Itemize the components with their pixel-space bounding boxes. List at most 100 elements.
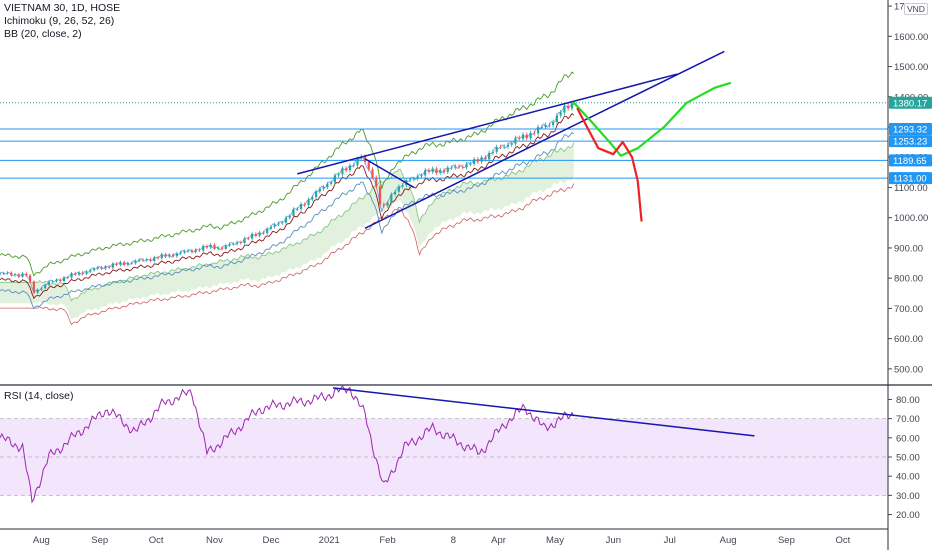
candle-body: [326, 183, 329, 188]
candle-body: [47, 281, 51, 285]
ichimoku-legend[interactable]: Ichimoku (9, 26, 52, 26): [4, 15, 115, 27]
currency-badge[interactable]: VND: [904, 3, 928, 15]
level-price-tag: 1293.32: [893, 125, 927, 136]
candle-body: [85, 271, 88, 274]
candle-body: [378, 186, 382, 205]
price-tick-label: 1100.00: [894, 183, 928, 194]
candle-body: [235, 242, 239, 244]
candle-body: [111, 263, 114, 268]
candle-body: [254, 233, 257, 236]
rsi-tick-label: 70.00: [896, 414, 920, 425]
rsi-axis[interactable]: 80.00 70.00 60.00 50.00 40.00 30.00 20.00: [888, 395, 920, 521]
candle-body: [10, 272, 13, 276]
candle-body: [269, 226, 273, 229]
candle-body: [66, 277, 69, 279]
candle-body: [567, 105, 570, 109]
candle-body: [409, 179, 412, 181]
candle-body: [495, 147, 498, 152]
candle-body: [529, 132, 532, 139]
candle-body: [164, 254, 167, 257]
level-price-tag-bg: [889, 123, 932, 136]
rsi-legend[interactable]: RSI (14, close): [4, 390, 74, 402]
bb-lower: [0, 131, 575, 310]
price-pane[interactable]: [0, 50, 932, 386]
rsi-tick-label: 60.00: [896, 433, 920, 444]
candle-body: [552, 122, 555, 126]
time-tick-label: Sep: [91, 535, 108, 546]
time-tick-label: Oct: [835, 535, 850, 546]
time-tick-label: Apr: [491, 535, 506, 546]
candle-body: [484, 157, 487, 160]
candle-body: [488, 152, 491, 160]
candle-body: [367, 162, 370, 170]
candle-body: [247, 238, 250, 240]
last-price-tag-bg: [889, 96, 932, 109]
time-tick-label: Feb: [379, 535, 395, 546]
candle-body: [518, 137, 521, 139]
bb-upper: [0, 71, 575, 277]
candle-body: [540, 127, 543, 128]
candle-body: [149, 259, 152, 261]
time-axis[interactable]: Aug Sep Oct Nov Dec 2021 Feb 8 Apr May Jun Jul Aug Se…: [0, 528, 888, 546]
candle-body: [51, 281, 54, 283]
candle-body: [119, 262, 122, 265]
candle-body: [348, 165, 352, 171]
candle-body: [115, 263, 118, 265]
ichimoku-span-b: [0, 183, 575, 326]
price-tick-label: 1000.00: [894, 213, 928, 224]
price-axis[interactable]: 1700.001600.001500.001400.001300.001200.…: [887, 0, 932, 550]
chart-title: VIETNAM 30, 1D, HOSE: [4, 2, 121, 14]
candle-body: [314, 191, 318, 198]
candle-body: [232, 243, 235, 245]
rsi-pane[interactable]: [0, 385, 888, 504]
candle-body: [44, 284, 47, 289]
candle-body: [17, 274, 20, 277]
level-price-tag-bg: [889, 135, 932, 148]
candle-body: [217, 247, 220, 249]
candle-body: [141, 259, 145, 261]
candle-body: [202, 246, 205, 251]
level-price-tag: 1131.00: [893, 174, 927, 185]
candle-body: [13, 274, 17, 276]
candle-body: [390, 194, 393, 203]
time-tick-label: May: [546, 535, 564, 546]
candle-body: [183, 251, 186, 253]
candle-body: [224, 245, 227, 249]
candle-body: [190, 250, 193, 252]
candle-body: [375, 177, 378, 187]
candle-body: [503, 146, 506, 148]
candle-body: [134, 260, 137, 264]
candle-body: [0, 273, 2, 275]
candle-body: [480, 157, 483, 162]
candle-body: [36, 289, 39, 293]
level-price-tag: 1253.23: [893, 137, 927, 148]
time-tick-label: Aug: [33, 535, 50, 546]
candle-body: [352, 165, 355, 167]
time-tick-label: Jul: [664, 535, 676, 546]
candle-body: [123, 262, 126, 265]
candle-body: [454, 166, 457, 168]
candle-body: [213, 244, 216, 249]
candle-body: [277, 223, 280, 225]
candle-body: [160, 254, 163, 259]
candle-body: [510, 143, 513, 145]
candle-body: [243, 238, 246, 243]
candle-body: [168, 254, 171, 257]
candle-body: [292, 209, 295, 217]
candle-body: [476, 159, 479, 162]
candle-body: [55, 279, 58, 282]
candle-body: [209, 244, 212, 248]
candle-body: [397, 186, 400, 192]
candle-body: [284, 217, 288, 223]
candle-body: [307, 199, 310, 206]
bb-legend[interactable]: BB (20, close, 2): [4, 28, 82, 40]
candle-body: [21, 273, 24, 277]
price-tick-label: 700.00: [894, 304, 923, 315]
candle-body: [563, 105, 566, 113]
price-tick-label: 500.00: [894, 364, 923, 375]
candle-body: [521, 134, 525, 139]
candle-body: [130, 263, 133, 264]
candle-body: [108, 266, 111, 268]
candle-body: [506, 144, 510, 147]
